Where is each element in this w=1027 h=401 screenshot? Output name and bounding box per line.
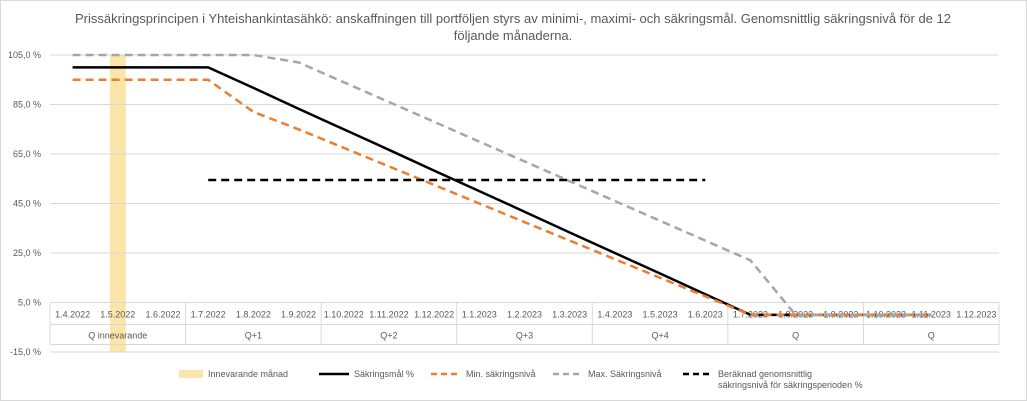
legend-label: Säkringsmål % <box>354 369 414 379</box>
x-tick-label: 1.4.2022 <box>55 310 90 320</box>
quarter-label: Q <box>792 331 799 341</box>
quarter-label: Q+4 <box>651 331 668 341</box>
x-tick-label: 1.11.2023 <box>912 310 951 320</box>
x-tick-label: 1.6.2022 <box>145 310 180 320</box>
x-tick-label: 1.5.2023 <box>643 310 678 320</box>
quarter-label: Q <box>928 331 935 341</box>
legend-label: Max. Säkringsnivå <box>588 369 662 379</box>
quarter-label: Q+2 <box>380 331 397 341</box>
x-tick-label: 1.9.2022 <box>281 310 316 320</box>
legend-label-line: Beräknad genomsnittlig <box>718 369 812 379</box>
x-tick-label: 1.7.2022 <box>191 310 226 320</box>
legend-label: Innevarande månad <box>208 369 288 379</box>
series-line-0 <box>72 66 932 317</box>
quarter-label: Q innevarande <box>88 331 147 341</box>
x-tick-label: 1.8.2022 <box>236 310 271 320</box>
series-line-2 <box>72 53 932 317</box>
legend-label: Min. säkringsnivå <box>466 369 536 379</box>
x-tick-label: 1.10.2022 <box>324 310 364 320</box>
y-tick-label: 5,0 % <box>18 298 41 308</box>
x-tick-label: 1.1.2023 <box>462 310 497 320</box>
x-tick-label: 1.6.2023 <box>688 310 723 320</box>
chart-title-line2: följande månaderna. <box>454 28 573 43</box>
legend-swatch <box>179 370 203 378</box>
y-tick-label: 105,0 % <box>8 50 41 60</box>
x-tick-label: 1.3.2023 <box>552 310 587 320</box>
series-line-1 <box>72 78 932 317</box>
x-tick-label: 1.12.2023 <box>956 310 996 320</box>
quarter-label: Q+1 <box>245 331 262 341</box>
y-tick-label: 45,0 % <box>13 199 41 209</box>
x-tick-label: 1.11.2022 <box>369 310 408 320</box>
quarter-label: Q+3 <box>516 331 533 341</box>
x-tick-label: 1.4.2023 <box>597 310 632 320</box>
x-tick-label: 1.12.2022 <box>414 310 454 320</box>
chart-title: Prissäkringsprincipen i Yhteishankintasä… <box>75 11 951 26</box>
x-tick-label: 1.2.2023 <box>507 310 542 320</box>
x-tick-label: 1.5.2022 <box>100 310 135 320</box>
legend-label-line: säkringsnivå för säkringsperioden % <box>718 380 863 390</box>
y-tick-label: 65,0 % <box>13 149 41 159</box>
y-tick-label: 25,0 % <box>13 248 41 258</box>
y-tick-label: 85,0 % <box>13 100 41 110</box>
y-tick-label: -15,0 % <box>10 347 41 357</box>
